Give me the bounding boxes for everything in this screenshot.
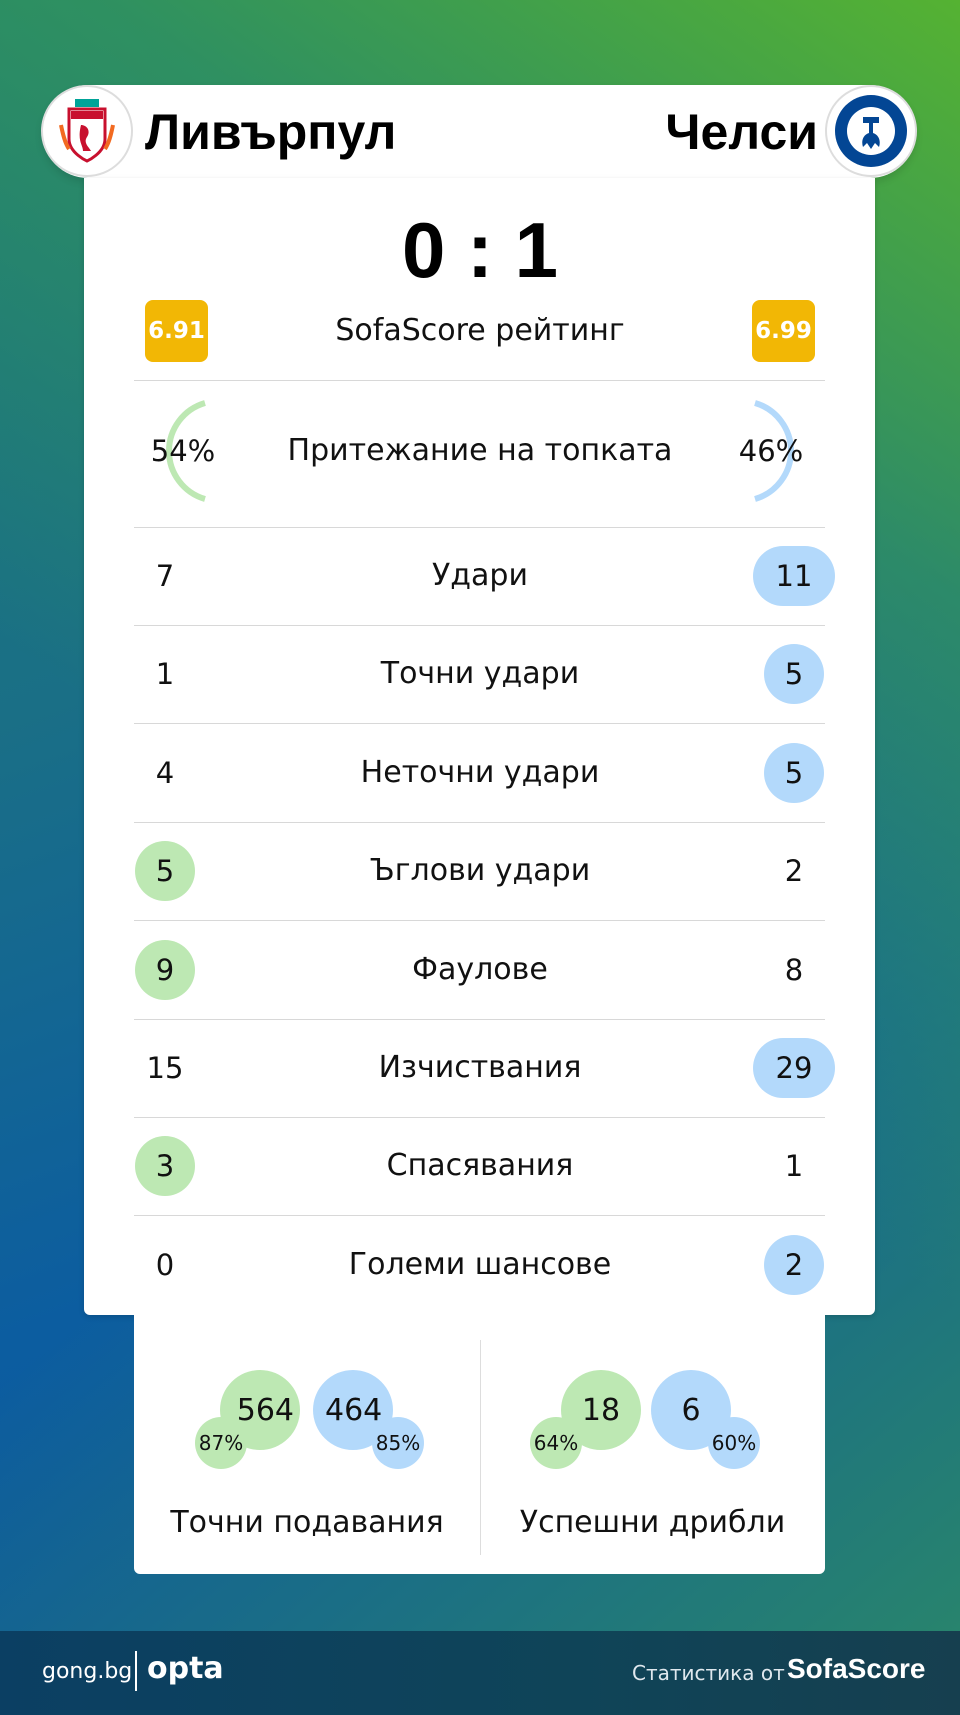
- away-possession: 46%: [738, 434, 804, 468]
- away-team-name: Челси: [665, 104, 818, 160]
- teams-header: [42, 85, 916, 178]
- stat-label: Големи шансове: [348, 1246, 612, 1282]
- divider: [134, 1018, 825, 1020]
- divider: [134, 527, 825, 528]
- stat-home-value: 3: [135, 1136, 195, 1197]
- stat-home-value: 5: [135, 841, 195, 902]
- home-logo: [41, 85, 133, 177]
- stat-home-value: 7: [155, 559, 175, 593]
- stat-away-value: 29: [753, 1038, 835, 1098]
- home-team-name: Ливърпул: [145, 104, 397, 160]
- passes-label: Точни подавания: [170, 1505, 444, 1540]
- credit-text: Статистика от: [632, 1661, 785, 1685]
- liverpool-crest-icon: [59, 99, 115, 163]
- stat-label: Ъглови удари: [369, 853, 591, 889]
- gong-logo: gong.bg: [42, 1659, 133, 1684]
- dribbles-label: Успешни дрибли: [519, 1505, 786, 1540]
- stat-away-value: 2: [784, 854, 804, 889]
- away-possession-arc: [754, 400, 794, 502]
- home-possession-arc: [166, 400, 206, 502]
- stat-label: Фаулове: [412, 951, 548, 987]
- stats-card: [84, 178, 875, 1315]
- stat-home-value: 4: [155, 755, 175, 790]
- divider: [134, 821, 825, 823]
- divider: [134, 1215, 825, 1217]
- home-passes-pct: 87%: [195, 1417, 247, 1469]
- divider: [134, 1117, 825, 1118]
- match-score: 0 : 1: [401, 206, 559, 294]
- stat-away-value: 5: [764, 644, 824, 705]
- away-dribbles-pct: 60%: [708, 1417, 760, 1469]
- stat-label: Удари: [432, 558, 528, 593]
- stat-label: Спасявания: [386, 1148, 574, 1184]
- home-dribbles: 18: [561, 1370, 641, 1450]
- rating-label: SofaScore рейтинг: [335, 313, 625, 348]
- home-rating-badge: 6.91: [145, 300, 208, 362]
- stat-label: Точни удари: [380, 656, 580, 692]
- divider: [480, 1340, 481, 1555]
- away-rating-badge: 6.99: [752, 300, 815, 362]
- stat-away-value: 2: [764, 1234, 824, 1295]
- stat-away-value: 8: [784, 952, 804, 987]
- sofascore-logo: SofaScore: [787, 1653, 926, 1684]
- stat-home-value: 1: [155, 657, 175, 692]
- stat-label: Изчиствания: [378, 1050, 582, 1085]
- home-possession: 54%: [150, 434, 216, 468]
- divider: [135, 1651, 137, 1691]
- away-logo: [825, 85, 917, 177]
- divider: [134, 625, 825, 626]
- stat-home-value: 0: [155, 1247, 175, 1282]
- stat-home-value: 9: [135, 939, 195, 1000]
- chelsea-crest-icon: [835, 95, 907, 167]
- stat-home-value: 15: [146, 1051, 184, 1085]
- divider: [134, 723, 825, 725]
- stat-away-value: 1: [784, 1149, 804, 1184]
- possession-label: Притежание на топката: [287, 433, 673, 468]
- footer: gong.bg opta Статистика от SofaScore: [0, 1631, 960, 1715]
- stat-away-value: 5: [764, 742, 824, 803]
- stat-away-value: 11: [753, 546, 835, 606]
- divider: [134, 380, 825, 381]
- divider: [134, 920, 825, 922]
- away-passes-pct: 85%: [372, 1417, 424, 1469]
- home-dribbles-pct: 64%: [530, 1417, 582, 1469]
- opta-logo: opta: [147, 1651, 224, 1686]
- stat-label: Неточни удари: [360, 754, 600, 790]
